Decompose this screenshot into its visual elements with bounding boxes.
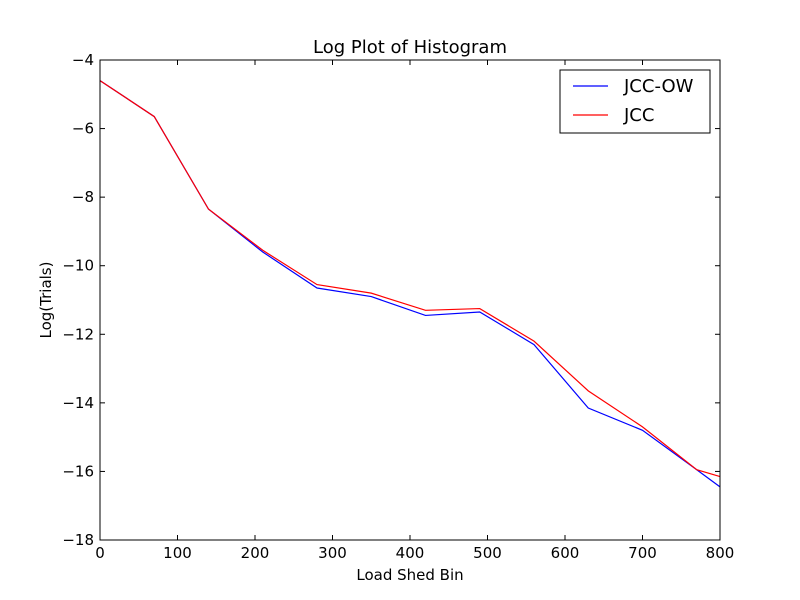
y-tick-label: −16 [62,462,94,480]
x-tick-label: 200 [241,544,270,562]
legend-label-jcc: JCC [623,105,654,126]
y-axis: −18 −16 −14 −12 −10 −8 −6 −4 [62,51,720,549]
series-line-jcc [99,80,721,478]
y-tick-label: −4 [72,51,94,69]
y-tick-label: −8 [72,188,94,206]
x-tick-label: 500 [473,544,502,562]
x-axis-label: Load Shed Bin [356,566,463,584]
x-tick-label: 600 [551,544,580,562]
x-tick-label: 400 [396,544,425,562]
legend: JCC-OW JCC [559,69,711,134]
x-tick-label: 0 [95,544,105,562]
y-tick-label: −18 [62,531,94,549]
x-axis: 0 100 200 300 400 500 600 700 800 [95,60,734,562]
x-tick-label: 800 [706,544,735,562]
y-tick-label: −6 [72,120,94,138]
series-layer [99,80,721,488]
y-tick-label: −12 [62,325,94,343]
x-tick-label: 100 [163,544,192,562]
y-tick-label: −10 [62,257,94,275]
legend-box [559,69,711,134]
y-tick-label: −14 [62,394,94,412]
y-axis-label: Log(Trials) [37,262,55,339]
x-tick-label: 700 [628,544,657,562]
legend-label-jcc-ow: JCC-OW [623,76,694,97]
x-tick-label: 300 [318,544,347,562]
chart-title: Log Plot of Histogram [313,37,507,58]
series-line-jcc-ow [99,80,721,488]
